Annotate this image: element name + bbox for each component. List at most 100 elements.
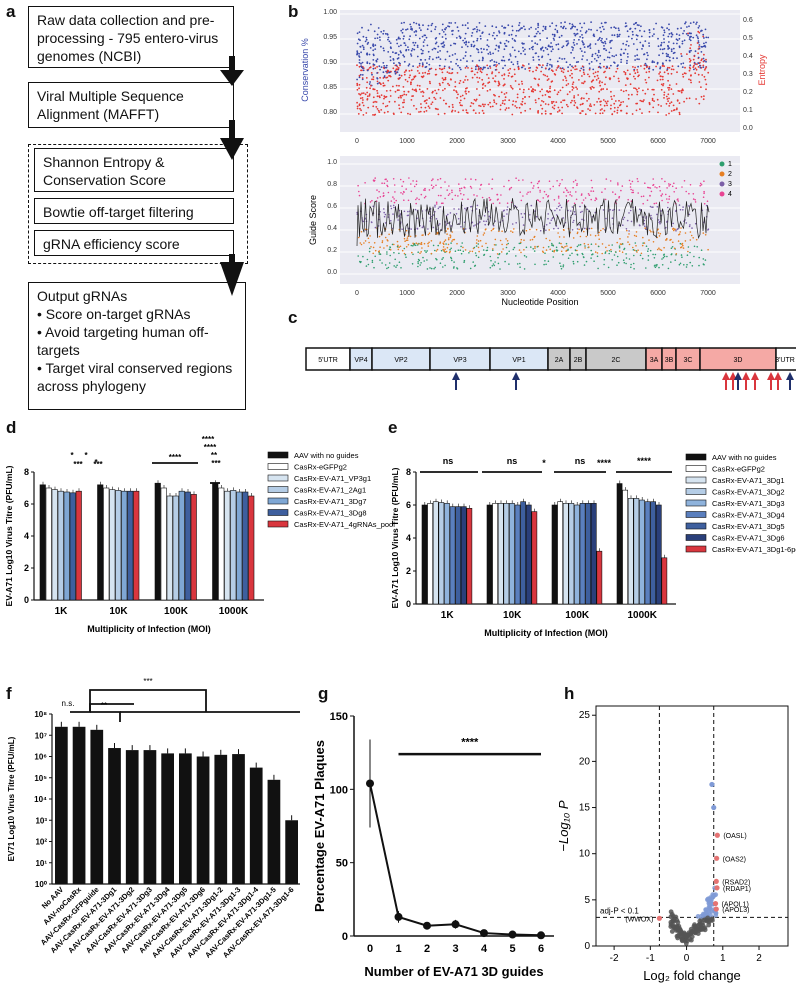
bar (438, 502, 445, 605)
guide-score-point (384, 222, 387, 224)
guide-score-point (581, 218, 583, 221)
guide-score-point (666, 198, 668, 200)
conservation-point (551, 22, 554, 25)
guide-score-point (374, 249, 377, 252)
guide-score-point (415, 242, 418, 244)
entropy-point (476, 71, 479, 74)
entropy-point (602, 99, 605, 101)
conservation-point (560, 22, 562, 24)
conservation-point (564, 21, 566, 24)
guide-score-point (544, 260, 546, 262)
guide-score-point (372, 205, 374, 208)
conservation-point (648, 35, 651, 38)
guide-target-arrow-head (512, 372, 520, 380)
guide-score-point (492, 249, 494, 252)
entropy-point (571, 76, 573, 79)
conservation-point (442, 46, 445, 48)
conservation-point (598, 65, 601, 68)
conservation-point (519, 28, 521, 31)
guide-score-point (652, 178, 654, 180)
entropy-point (689, 60, 691, 63)
entropy-point (362, 104, 365, 107)
guide-score-point (445, 230, 447, 232)
guide-score-point (648, 239, 650, 241)
entropy-point (663, 94, 666, 96)
entropy-point (509, 85, 512, 87)
guide-score-point (633, 268, 635, 270)
significance-mark: **** (202, 435, 215, 444)
entropy-point (520, 103, 522, 105)
guide-target-arrow-head (767, 372, 775, 380)
conservation-point (418, 27, 421, 29)
guide-score-point (658, 220, 661, 223)
guide-score-point (597, 234, 600, 236)
flow-step-bowtie: Bowtie off-target filtering (34, 198, 234, 224)
conservation-point (590, 28, 592, 31)
entropy-point (571, 99, 573, 102)
guide-score-point (680, 254, 683, 256)
entropy-point (383, 97, 385, 100)
conservation-point (459, 36, 462, 39)
conservation-point (626, 40, 628, 43)
entropy-point (557, 65, 560, 68)
entropy-point (581, 65, 584, 68)
guide-score-point (472, 247, 475, 250)
conservation-point (444, 28, 447, 31)
conservation-point (626, 53, 629, 55)
guide-score-point (486, 246, 489, 249)
bar (212, 482, 219, 601)
guide-score-point (388, 262, 391, 264)
guide-score-point (403, 247, 406, 250)
entropy-point (556, 67, 559, 69)
entropy-point (667, 93, 670, 96)
entropy-point (613, 75, 615, 78)
entropy-point (392, 85, 394, 88)
guide-score-point (625, 253, 627, 255)
entropy-point (636, 102, 639, 105)
guide-score-point (474, 264, 477, 267)
guide-score-point (682, 244, 684, 247)
guide-score-point (407, 210, 409, 213)
guide-score-point (441, 258, 443, 260)
significance-mark: * (542, 458, 546, 468)
guide-score-point (658, 235, 661, 237)
guide-score-point (588, 227, 591, 230)
guide-score-point (626, 229, 628, 232)
guide-score-point (665, 193, 667, 196)
y-tick-label: 10⁵ (34, 774, 47, 783)
entropy-point (553, 73, 556, 75)
conservation-point (656, 62, 659, 65)
guide-score-point (567, 200, 570, 202)
b-bot-y-tick: 0.4 (327, 225, 337, 232)
entropy-point (687, 32, 689, 35)
guide-score-point (627, 198, 629, 201)
conservation-point (466, 22, 469, 24)
conservation-point (359, 46, 362, 48)
bar (224, 490, 231, 601)
conservation-point (522, 50, 525, 52)
conservation-point (571, 65, 573, 68)
guide-score-point (432, 226, 435, 229)
guide-score-point (439, 242, 441, 245)
b-top-left-tick: 0.80 (323, 109, 337, 116)
segment-vp3: VP3 (453, 357, 466, 364)
segment-3utr: 3'UTR (775, 357, 795, 364)
guide-score-point (553, 227, 555, 230)
bar (248, 495, 255, 601)
conservation-point (561, 67, 564, 70)
guide-score-point (401, 185, 403, 187)
guide-score-point (596, 255, 599, 258)
conservation-point (594, 43, 597, 45)
guide-score-point (373, 266, 375, 269)
conservation-point (662, 34, 665, 37)
guide-score-point (552, 216, 554, 219)
legend-swatch (685, 534, 707, 541)
guide-score-point (427, 242, 429, 245)
entropy-point (701, 74, 704, 76)
conservation-point (371, 73, 373, 76)
conservation-point (635, 38, 638, 41)
conservation-point (592, 68, 595, 71)
bar (557, 501, 564, 605)
entropy-point (593, 104, 596, 106)
conservation-point (672, 42, 675, 45)
